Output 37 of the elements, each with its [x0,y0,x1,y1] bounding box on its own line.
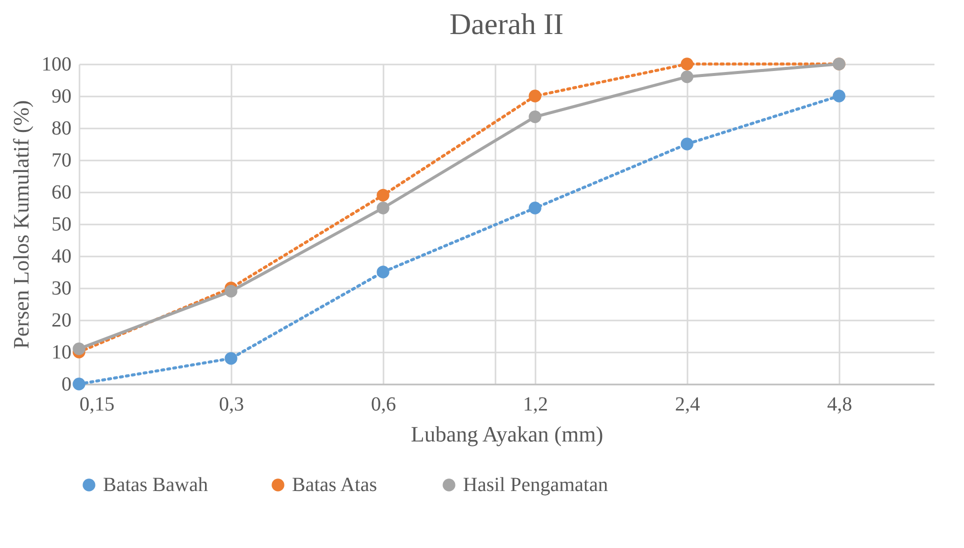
y-tick-label: 30 [52,278,72,300]
point [376,266,390,278]
point [72,378,86,390]
y-tick-label: 80 [52,118,72,140]
point [224,352,238,365]
point [528,202,542,214]
point [528,110,542,124]
y-tick-label: 90 [52,86,72,108]
point [528,90,542,102]
y-tick-label: 20 [52,310,72,332]
y-tick-label: 10 [52,342,72,364]
y-tick-label: 60 [52,182,72,204]
x-tick-label: 2,4 [675,394,700,416]
y-tick-label: 100 [42,54,72,76]
x-tick-label: 0,6 [371,394,396,416]
legend-label: Batas Bawah [103,474,208,496]
point [680,58,694,70]
y-tick-label: 0 [62,374,72,396]
point [224,284,238,298]
point [680,138,694,150]
x-tick-label: 0,15 [80,394,114,416]
x-tick-label: 4,8 [827,394,852,416]
x-tick-label: 0,3 [219,394,244,416]
y-tick-label: 70 [52,150,72,172]
chart-title: Daerah II [449,8,564,41]
y-axis-title: Persen Lolos Kumulatif (%) [8,100,34,349]
legend-label: Hasil Pengamatan [463,474,608,496]
point [680,70,694,84]
x-axis-title: Lubang Ayakan (mm) [410,422,604,446]
point [376,202,390,214]
y-tick-label: 40 [52,246,72,268]
point [72,342,86,356]
point [832,90,846,102]
legend-label: Batas Atas [292,474,378,496]
x-tick-label: 1,2 [523,394,548,416]
point [376,188,390,202]
y-tick-label: 50 [52,214,72,236]
